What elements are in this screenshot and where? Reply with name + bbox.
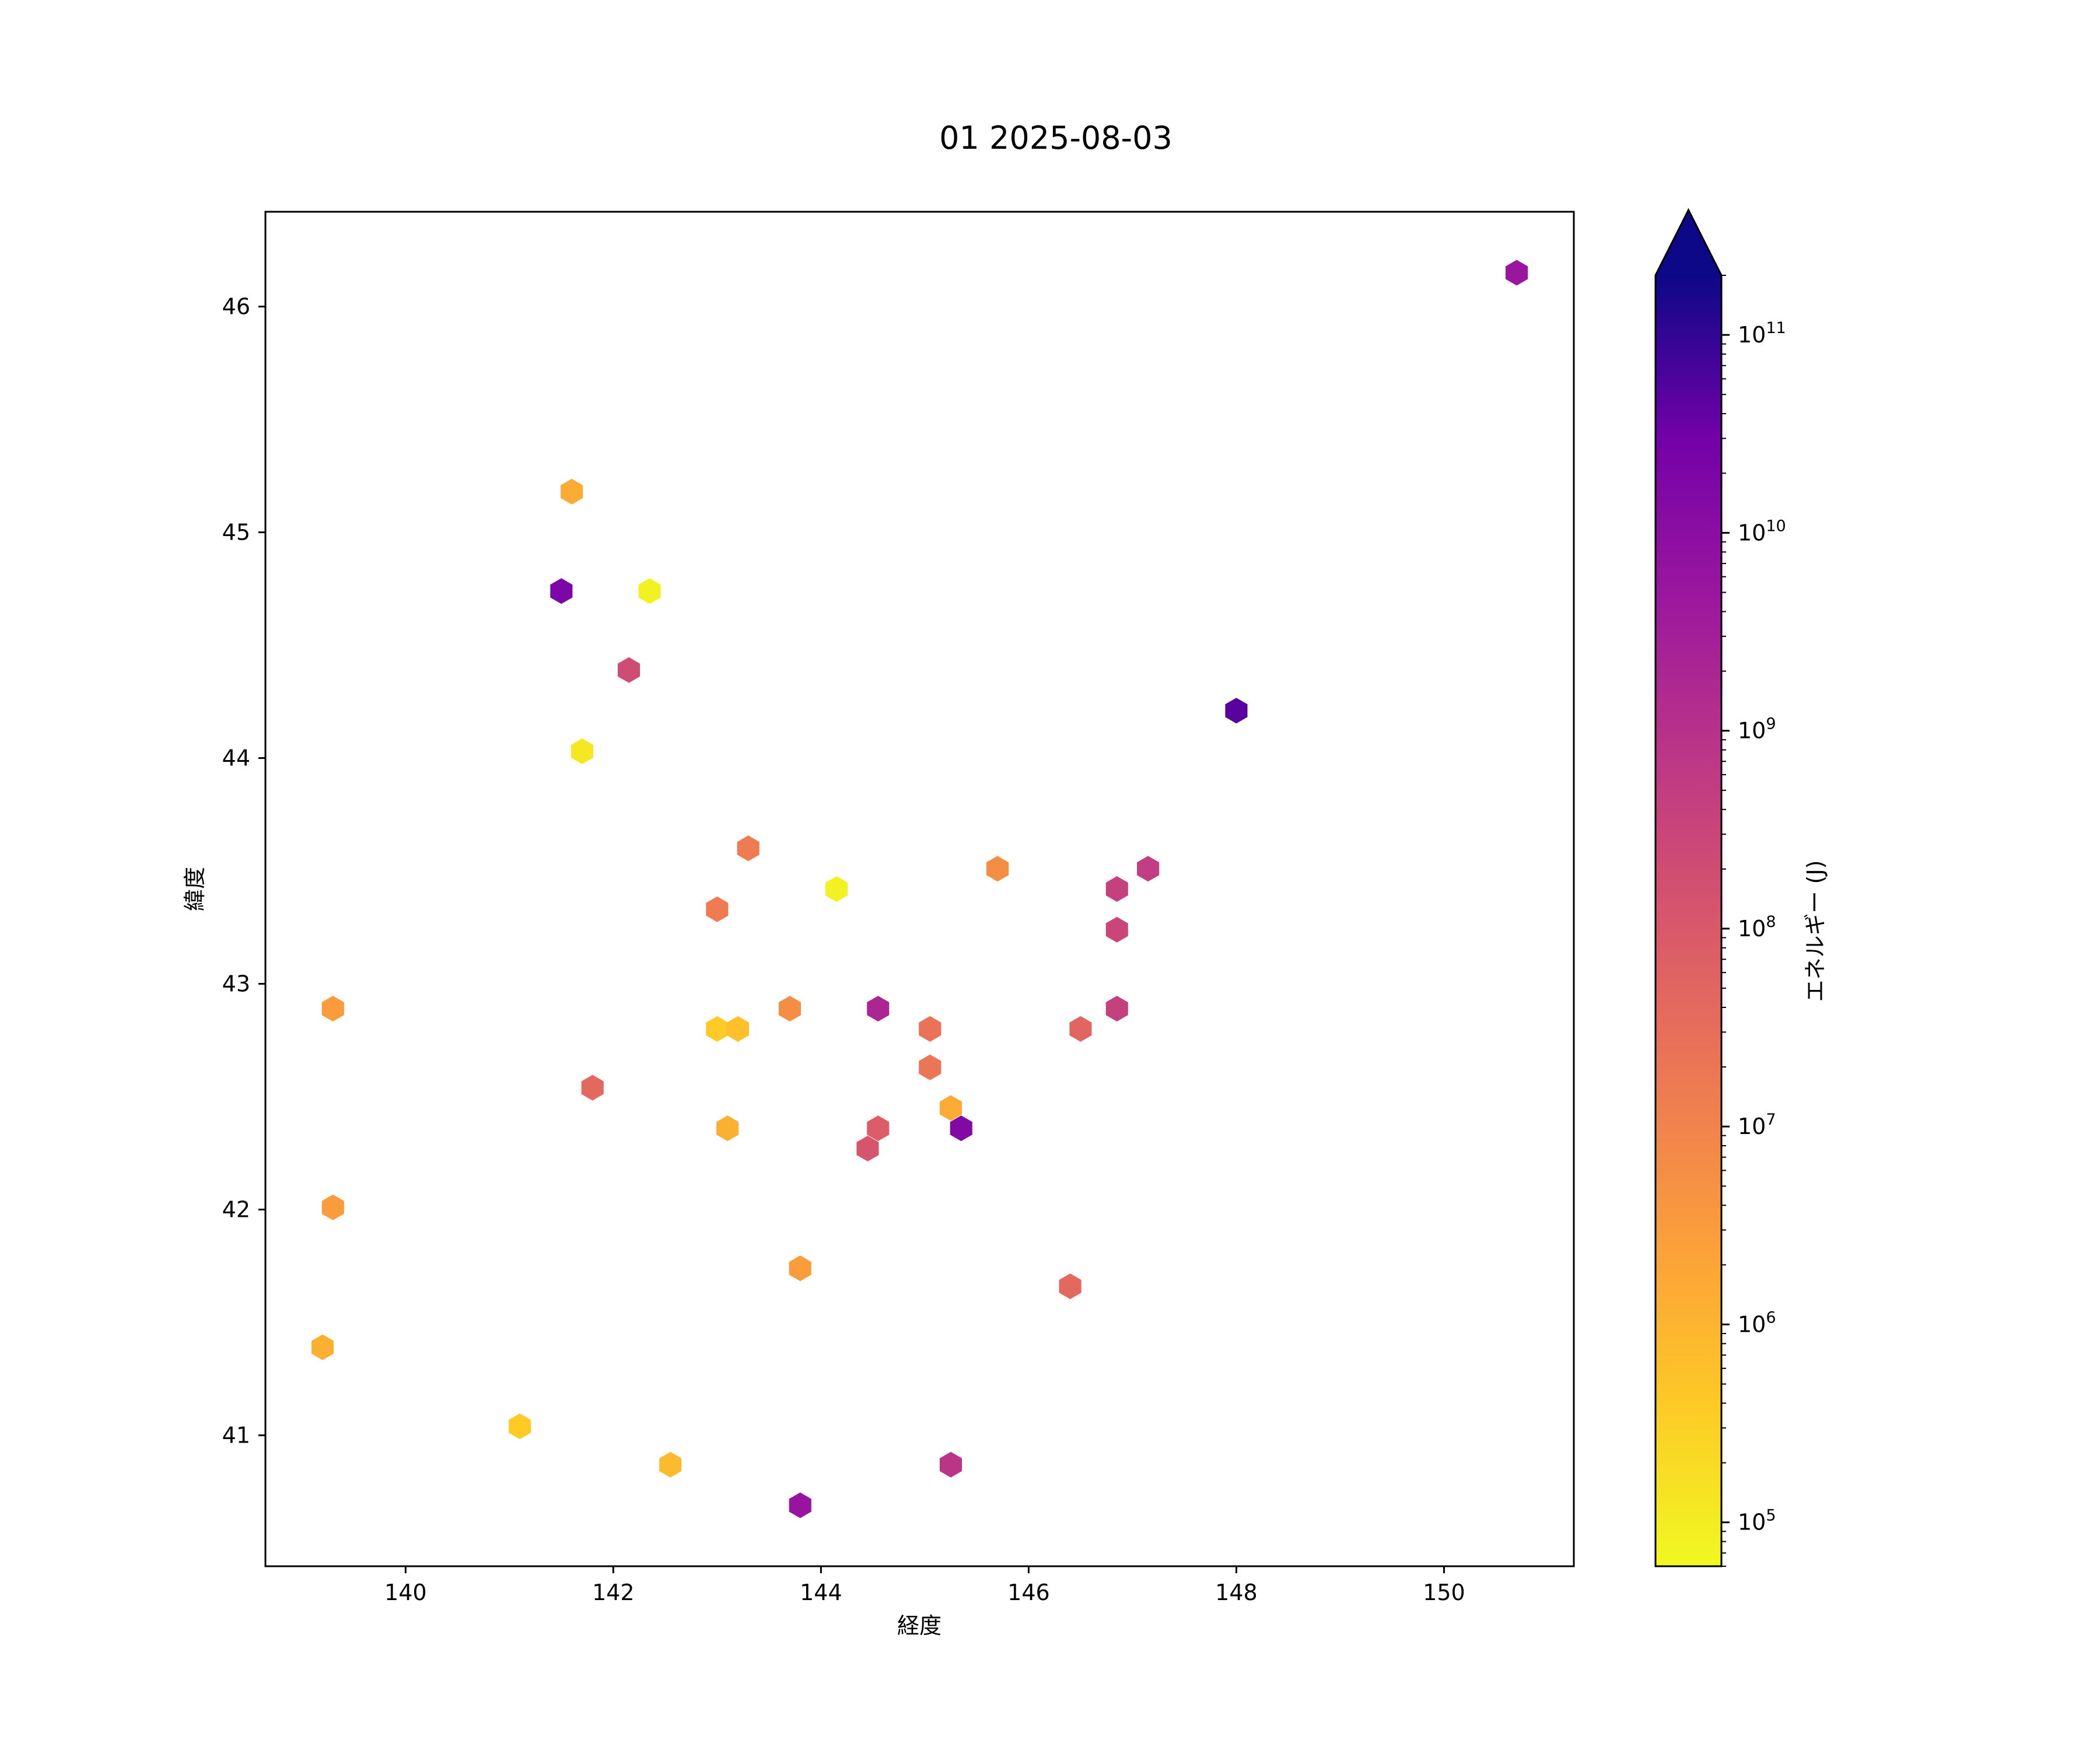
colorbar-extend-arrow (1656, 210, 1721, 275)
colorbar-tick-label: 1011 (1738, 319, 1786, 348)
data-point-30 (789, 1255, 811, 1282)
data-point-9 (1137, 856, 1160, 882)
y-axis-ticks: 41 42 43 44 45 46 (222, 294, 265, 1448)
colorbar-tick-label: 105 (1738, 1507, 1776, 1535)
data-point-13 (1105, 916, 1128, 943)
data-point-33 (509, 1413, 531, 1440)
data-point-8 (986, 856, 1009, 882)
data-point-31 (1059, 1273, 1082, 1300)
x-tick-label: 148 (1215, 1580, 1258, 1605)
y-tick-label: 46 (222, 294, 250, 320)
plot-area-frame (264, 211, 1575, 1567)
x-tick-label: 144 (800, 1580, 842, 1605)
data-point-15 (778, 996, 801, 1022)
y-tick-label: 41 (222, 1423, 250, 1448)
data-point-21 (1069, 1016, 1092, 1042)
colorbar-tick-label: 109 (1738, 715, 1776, 744)
y-tick-label: 43 (222, 971, 250, 997)
y-axis-label: 緯度 (182, 867, 208, 911)
data-point-32 (311, 1334, 334, 1360)
data-point-29 (321, 1194, 344, 1220)
colorbar-label: エネルギー (J) (1803, 860, 1828, 1002)
colorbar-tick-label: 108 (1738, 913, 1776, 942)
chart-title: 01 2025-08-03 (939, 120, 1172, 156)
data-point-7 (737, 835, 760, 862)
data-point-19 (726, 1016, 749, 1042)
data-point-1 (561, 478, 583, 505)
data-point-27 (950, 1115, 972, 1142)
colorbar-ticks: 105 106 107 108 109 1010 1011 (1721, 275, 1786, 1567)
x-tick-label: 146 (1007, 1580, 1050, 1605)
colorbar: 105 106 107 108 109 1010 1011 エネルギー (J) (1654, 208, 1828, 1567)
data-point-35 (939, 1451, 962, 1478)
data-point-4 (618, 657, 640, 683)
data-point-23 (581, 1074, 604, 1101)
data-point-3 (638, 578, 661, 604)
data-point-25 (716, 1115, 739, 1142)
data-point-36 (789, 1492, 811, 1518)
y-tick-label: 42 (222, 1197, 250, 1223)
y-tick-label: 44 (222, 746, 250, 771)
data-point-14 (321, 996, 344, 1022)
data-point-28 (856, 1136, 879, 1161)
data-point-2 (550, 578, 573, 604)
data-point-16 (867, 996, 890, 1022)
data-point-17 (1105, 996, 1128, 1022)
colorbar-outline (1654, 208, 1723, 1567)
y-tick-label: 45 (222, 520, 250, 545)
data-point-11 (1105, 876, 1128, 902)
x-tick-label: 140 (384, 1580, 427, 1605)
data-point-12 (706, 896, 729, 922)
x-axis-ticks: 140 142 144 146 148 150 (384, 1566, 1465, 1605)
data-point-5 (1225, 698, 1248, 724)
scatter-points (311, 260, 1528, 1518)
data-point-6 (570, 738, 593, 764)
data-point-34 (659, 1451, 682, 1478)
x-axis-label: 経度 (897, 1613, 942, 1639)
colorbar-tick-label: 1010 (1738, 517, 1786, 545)
data-point-18 (706, 1016, 729, 1042)
data-point-22 (919, 1054, 942, 1080)
x-tick-label: 150 (1423, 1580, 1465, 1605)
data-point-20 (919, 1016, 942, 1042)
colorbar-gradient (1656, 275, 1721, 1566)
data-point-24 (939, 1095, 962, 1121)
data-point-26 (867, 1115, 890, 1142)
data-point-10 (825, 876, 848, 902)
data-point-0 (1506, 260, 1528, 286)
colorbar-tick-label: 107 (1738, 1111, 1776, 1139)
x-tick-label: 142 (592, 1580, 635, 1605)
colorbar-tick-label: 106 (1738, 1308, 1776, 1337)
